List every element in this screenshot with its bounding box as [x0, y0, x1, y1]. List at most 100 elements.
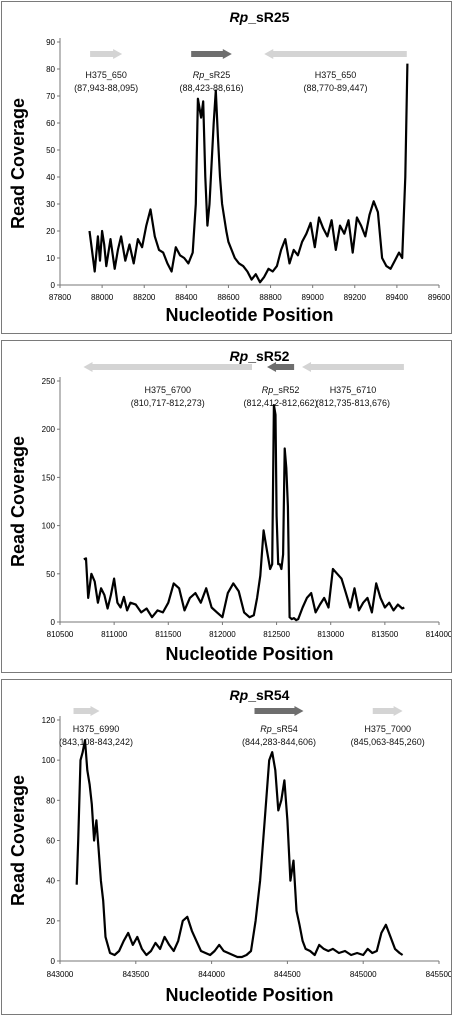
gene-range-0: (87,943-88,095): [74, 83, 138, 93]
gene-arrow-1: [254, 706, 304, 716]
x-tick-label: 844500: [274, 970, 301, 979]
x-tick-label: 813000: [317, 630, 344, 639]
gene-name-0: H375_650: [85, 70, 127, 80]
gene-name-rest: H375_6700: [144, 385, 191, 395]
coverage-line: [88, 63, 409, 284]
y-axis-label: Read Coverage: [8, 775, 28, 906]
y-tick-label: 10: [46, 254, 55, 263]
gene-name-0: H375_6990: [73, 724, 120, 734]
y-tick-label: 30: [46, 200, 55, 209]
gene-range-0: (810,717-812,273): [131, 398, 205, 408]
chart-panel-sr52: Rp_sR52 0 50 100 150 200 250 810500 811000 811500…: [1, 340, 452, 673]
gene-range-1: (812,412-812,662): [244, 398, 318, 408]
gene-name-2: H375_6710: [330, 385, 377, 395]
y-tick-label: 20: [46, 227, 55, 236]
gene-name-italic: Rp: [193, 70, 205, 80]
x-tick-label: 88000: [91, 293, 114, 302]
gene-name-1: Rp_sR54: [260, 724, 298, 734]
chart-panel-sr25: Rp_sR25 0 10 20 30 40 50 60 70 80 90 87800 88000 8820…: [1, 1, 452, 334]
gene-arrow-0: [90, 49, 123, 59]
x-tick-label: 811000: [101, 630, 128, 639]
gene-arrow-0: [83, 362, 252, 372]
chart-title-rest: _sR25: [247, 9, 289, 25]
gene-arrow-1: [267, 362, 295, 372]
y-tick-label: 100: [42, 756, 56, 765]
chart-title-rest: _sR54: [247, 687, 289, 703]
x-tick-label: 89200: [344, 293, 367, 302]
y-tick-label: 70: [46, 92, 55, 101]
x-tick-label: 88400: [175, 293, 198, 302]
x-tick-label: 813500: [372, 630, 399, 639]
gene-name-1: Rp_sR25: [193, 70, 231, 80]
y-tick-label: 90: [46, 38, 55, 47]
gene-name-rest: H375_7000: [364, 724, 411, 734]
x-tick-label: 89000: [302, 293, 325, 302]
y-tick-label: 150: [42, 473, 56, 482]
gene-name-rest: H375_650: [85, 70, 127, 80]
y-tick-label: 20: [46, 917, 55, 926]
gene-name-italic: Rp: [262, 385, 274, 395]
x-tick-label: 88600: [217, 293, 240, 302]
x-tick-label: 843500: [122, 970, 149, 979]
y-tick-label: 0: [51, 618, 56, 627]
coverage-line: [75, 739, 404, 959]
y-tick-label: 60: [46, 119, 55, 128]
gene-name-rest: _sR25: [203, 70, 230, 80]
y-tick-label: 200: [42, 425, 56, 434]
gene-name-rest: H375_6990: [73, 724, 120, 734]
x-tick-label: 811500: [155, 630, 182, 639]
gene-range-1: (844,283-844,606): [242, 737, 316, 747]
gene-name-italic: Rp: [260, 724, 272, 734]
y-tick-label: 0: [51, 957, 56, 966]
y-tick-label: 80: [46, 65, 55, 74]
gene-name-rest: H375_6710: [330, 385, 377, 395]
y-axis-label: Read Coverage: [8, 436, 28, 567]
gene-name-rest: _sR52: [272, 385, 299, 395]
x-tick-label: 812000: [209, 630, 236, 639]
x-tick-label: 844000: [198, 970, 225, 979]
y-tick-label: 40: [46, 173, 55, 182]
x-tick-label: 814000: [426, 630, 451, 639]
gene-arrow-2: [302, 362, 404, 372]
gene-arrow-1: [191, 49, 232, 59]
gene-range-2: (88,770-89,447): [303, 83, 367, 93]
chart-panel-sr54: Rp_sR54 0 20 40 60 80 100 120 843000 843500 844000…: [1, 679, 452, 1015]
x-tick-label: 843000: [47, 970, 74, 979]
gene-name-1: Rp_sR52: [262, 385, 300, 395]
chart-title-italic: Rp: [230, 9, 249, 25]
x-tick-label: 845000: [350, 970, 377, 979]
chart-title-italic: Rp: [230, 348, 249, 364]
gene-arrow-0: [73, 706, 100, 716]
gene-name-rest: _sR54: [271, 724, 298, 734]
gene-range-2: (845,063-845,260): [351, 737, 425, 747]
y-tick-label: 80: [46, 796, 55, 805]
y-tick-label: 50: [46, 570, 55, 579]
x-axis-label: Nucleotide Position: [165, 305, 333, 325]
x-tick-label: 812500: [263, 630, 290, 639]
x-axis-label: Nucleotide Position: [165, 644, 333, 664]
x-tick-label: 89600: [428, 293, 451, 302]
gene-arrow-2: [372, 706, 403, 716]
chart-title: Rp_sR25: [230, 9, 290, 25]
gene-name-0: H375_6700: [144, 385, 191, 395]
x-tick-label: 87800: [49, 293, 72, 302]
chart-title: Rp_sR52: [230, 348, 290, 364]
y-tick-label: 100: [42, 522, 56, 531]
chart-title-italic: Rp: [230, 687, 249, 703]
x-tick-label: 88800: [259, 293, 282, 302]
y-tick-label: 40: [46, 877, 55, 886]
y-tick-label: 0: [51, 281, 56, 290]
y-tick-label: 50: [46, 146, 55, 155]
y-tick-label: 120: [42, 716, 56, 725]
chart-title: Rp_sR54: [230, 687, 290, 703]
x-tick-label: 88200: [133, 293, 156, 302]
gene-arrow-2: [264, 49, 407, 59]
chart-title-rest: _sR52: [247, 348, 289, 364]
x-tick-label: 810500: [47, 630, 74, 639]
gene-name-2: H375_7000: [364, 724, 411, 734]
gene-range-1: (88,423-88,616): [179, 83, 243, 93]
gene-name-rest: H375_650: [315, 70, 357, 80]
y-tick-label: 250: [42, 377, 56, 386]
